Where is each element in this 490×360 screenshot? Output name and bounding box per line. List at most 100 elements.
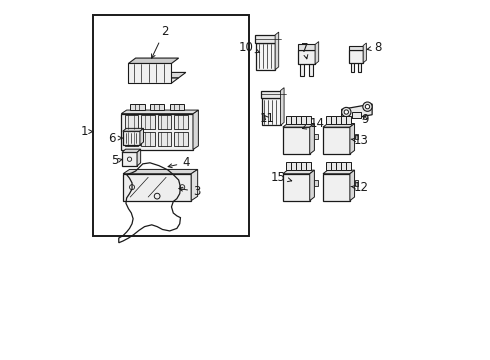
Bar: [125, 115, 139, 129]
Polygon shape: [136, 72, 186, 78]
Bar: [349, 50, 363, 63]
Bar: [323, 127, 350, 154]
Bar: [296, 116, 300, 123]
Text: 10: 10: [239, 41, 260, 54]
Polygon shape: [122, 110, 198, 114]
Bar: [342, 116, 346, 123]
Bar: [122, 131, 140, 145]
Bar: [93, 15, 248, 235]
Bar: [300, 62, 304, 76]
Bar: [286, 162, 291, 170]
Text: 9: 9: [361, 113, 368, 126]
Bar: [291, 116, 295, 123]
Bar: [158, 115, 172, 129]
Circle shape: [342, 107, 351, 117]
Bar: [323, 174, 350, 201]
Polygon shape: [323, 123, 355, 127]
Bar: [262, 98, 280, 125]
Polygon shape: [128, 78, 179, 83]
Bar: [315, 134, 318, 139]
Text: 8: 8: [367, 41, 381, 54]
Bar: [326, 116, 331, 123]
Bar: [141, 132, 155, 146]
Bar: [346, 162, 351, 170]
Polygon shape: [323, 170, 355, 174]
Polygon shape: [275, 32, 279, 70]
Polygon shape: [342, 104, 372, 120]
Polygon shape: [140, 129, 144, 145]
Polygon shape: [310, 123, 315, 154]
Text: 12: 12: [351, 181, 368, 194]
Bar: [301, 116, 306, 123]
Bar: [298, 44, 315, 50]
Polygon shape: [350, 123, 355, 154]
Bar: [130, 104, 145, 110]
Bar: [342, 162, 346, 170]
Polygon shape: [122, 129, 144, 131]
Bar: [355, 180, 358, 186]
Bar: [158, 132, 172, 146]
Polygon shape: [315, 41, 318, 64]
Bar: [283, 174, 310, 201]
Bar: [351, 61, 354, 72]
Polygon shape: [123, 170, 197, 174]
Bar: [122, 114, 193, 149]
Polygon shape: [128, 58, 179, 63]
Bar: [306, 162, 311, 170]
Text: 15: 15: [271, 171, 292, 184]
Text: 5: 5: [111, 154, 122, 167]
Bar: [174, 132, 188, 146]
Bar: [349, 45, 363, 50]
Polygon shape: [310, 170, 315, 201]
Bar: [315, 180, 318, 186]
Bar: [296, 162, 300, 170]
Bar: [141, 115, 155, 129]
Bar: [346, 116, 351, 123]
Polygon shape: [128, 63, 171, 83]
Bar: [358, 61, 361, 72]
Bar: [256, 43, 275, 70]
Bar: [326, 162, 331, 170]
Bar: [125, 132, 139, 146]
Text: 1: 1: [80, 125, 94, 138]
Bar: [283, 127, 310, 154]
Bar: [306, 116, 311, 123]
Polygon shape: [350, 170, 355, 201]
Bar: [174, 115, 188, 129]
Polygon shape: [191, 170, 197, 201]
Polygon shape: [363, 43, 367, 63]
Circle shape: [366, 104, 369, 109]
Text: 11: 11: [259, 112, 274, 125]
Bar: [286, 116, 291, 123]
Bar: [331, 116, 336, 123]
Polygon shape: [193, 110, 198, 149]
Bar: [352, 112, 361, 118]
Bar: [355, 134, 358, 139]
Bar: [255, 35, 276, 43]
Text: 2: 2: [151, 25, 168, 58]
Polygon shape: [280, 87, 284, 125]
Bar: [150, 104, 164, 110]
Bar: [298, 50, 315, 64]
Bar: [337, 116, 341, 123]
Bar: [123, 174, 191, 201]
Polygon shape: [283, 170, 315, 174]
Bar: [170, 104, 184, 110]
Text: 3: 3: [179, 185, 200, 198]
Polygon shape: [137, 149, 141, 166]
Text: 4: 4: [168, 156, 190, 169]
Bar: [337, 162, 341, 170]
Text: 6: 6: [108, 131, 122, 145]
Bar: [122, 152, 137, 166]
Text: 14: 14: [302, 117, 324, 130]
Bar: [331, 162, 336, 170]
Polygon shape: [283, 123, 315, 127]
Bar: [291, 162, 295, 170]
Polygon shape: [122, 149, 141, 152]
Circle shape: [363, 102, 372, 111]
Bar: [309, 62, 313, 76]
Bar: [261, 90, 282, 98]
Circle shape: [344, 110, 348, 114]
Text: 7: 7: [300, 41, 308, 59]
Text: 13: 13: [351, 134, 368, 147]
